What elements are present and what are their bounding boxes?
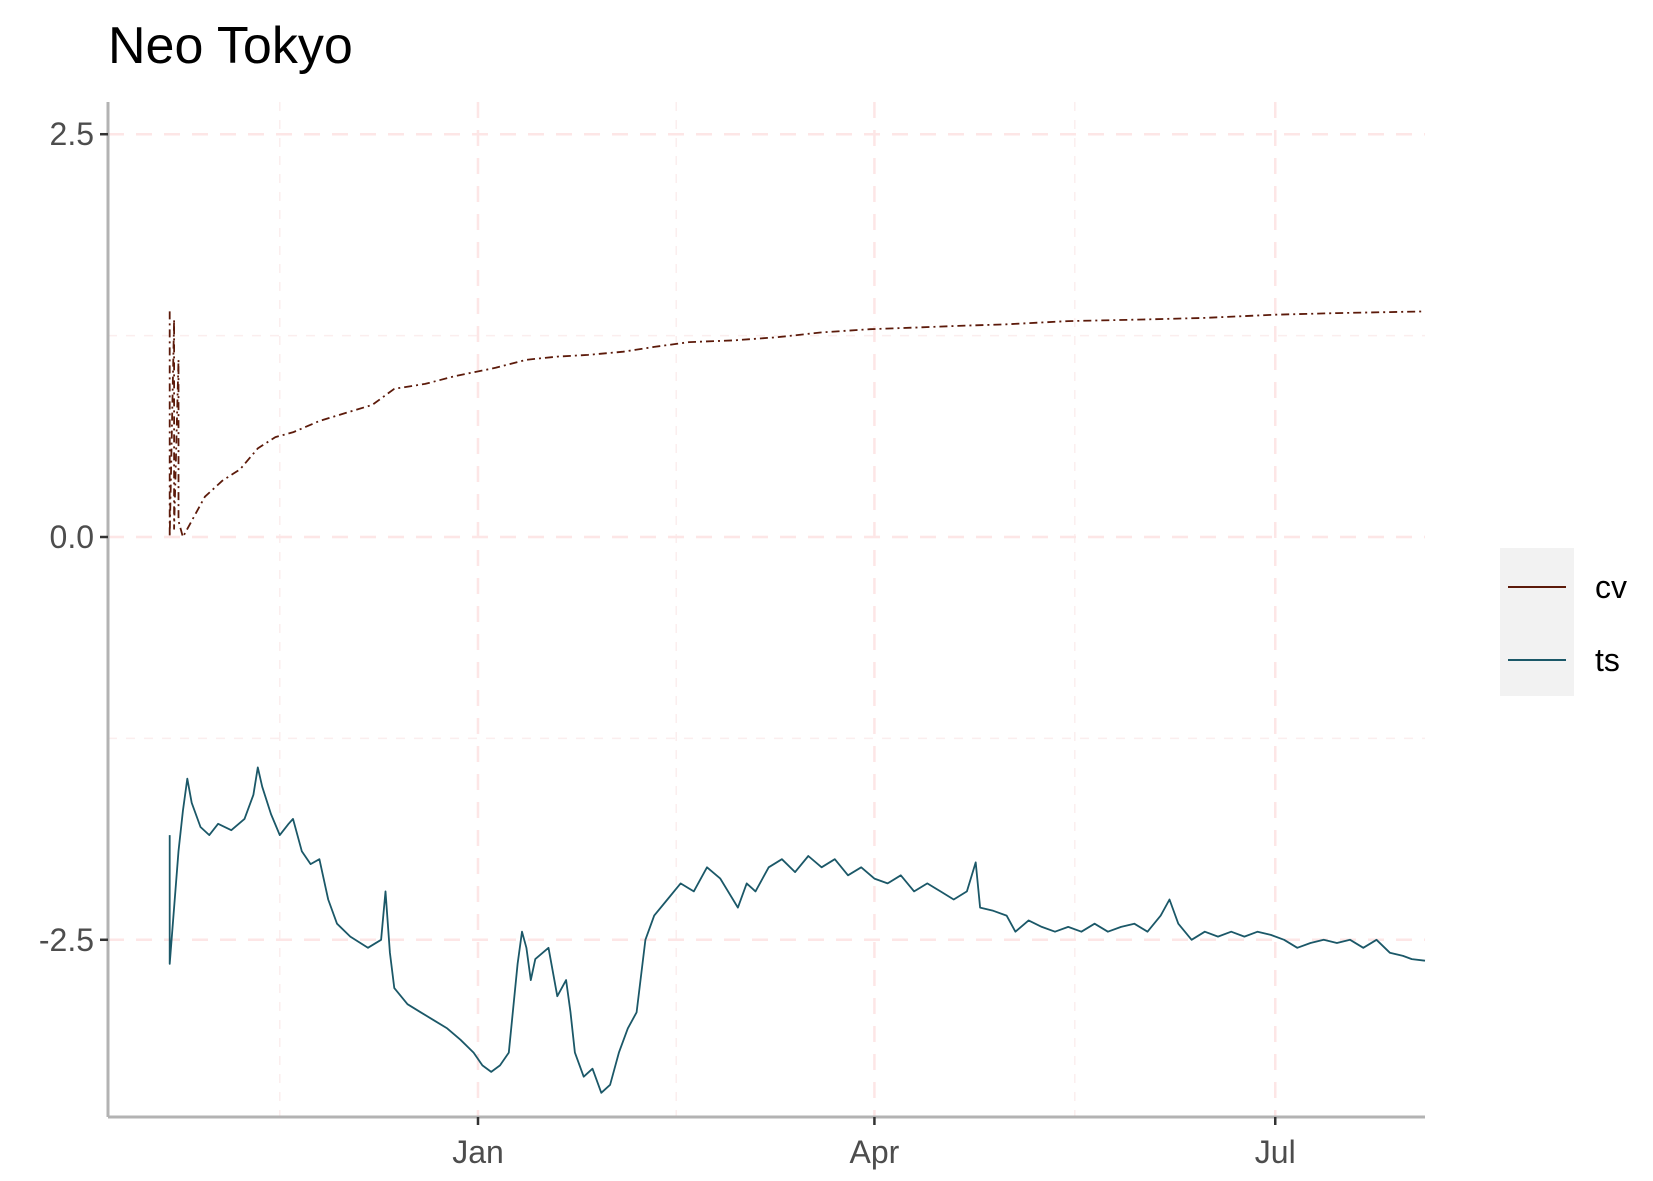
x-tick-label: Jul xyxy=(1255,1134,1296,1170)
legend: cv ts xyxy=(1500,548,1627,696)
legend-label-cv: cv xyxy=(1595,569,1627,605)
series-line-cv xyxy=(168,310,1426,538)
x-tick-label: Apr xyxy=(850,1134,900,1170)
chart-title: Neo Tokyo xyxy=(108,17,353,75)
series-line-ts xyxy=(168,766,1426,1094)
grid-lines xyxy=(108,102,1425,1117)
plot-series xyxy=(168,310,1426,1094)
legend-key-background xyxy=(1500,548,1574,696)
x-tick-label: Jan xyxy=(452,1134,504,1170)
axes: -2.5 0.0 2.5 Jan Apr Jul xyxy=(39,102,1425,1170)
y-tick-label: 2.5 xyxy=(50,116,94,152)
y-tick-label: 0.0 xyxy=(50,519,94,555)
y-tick-label: -2.5 xyxy=(39,922,94,958)
legend-label-ts: ts xyxy=(1595,642,1620,678)
